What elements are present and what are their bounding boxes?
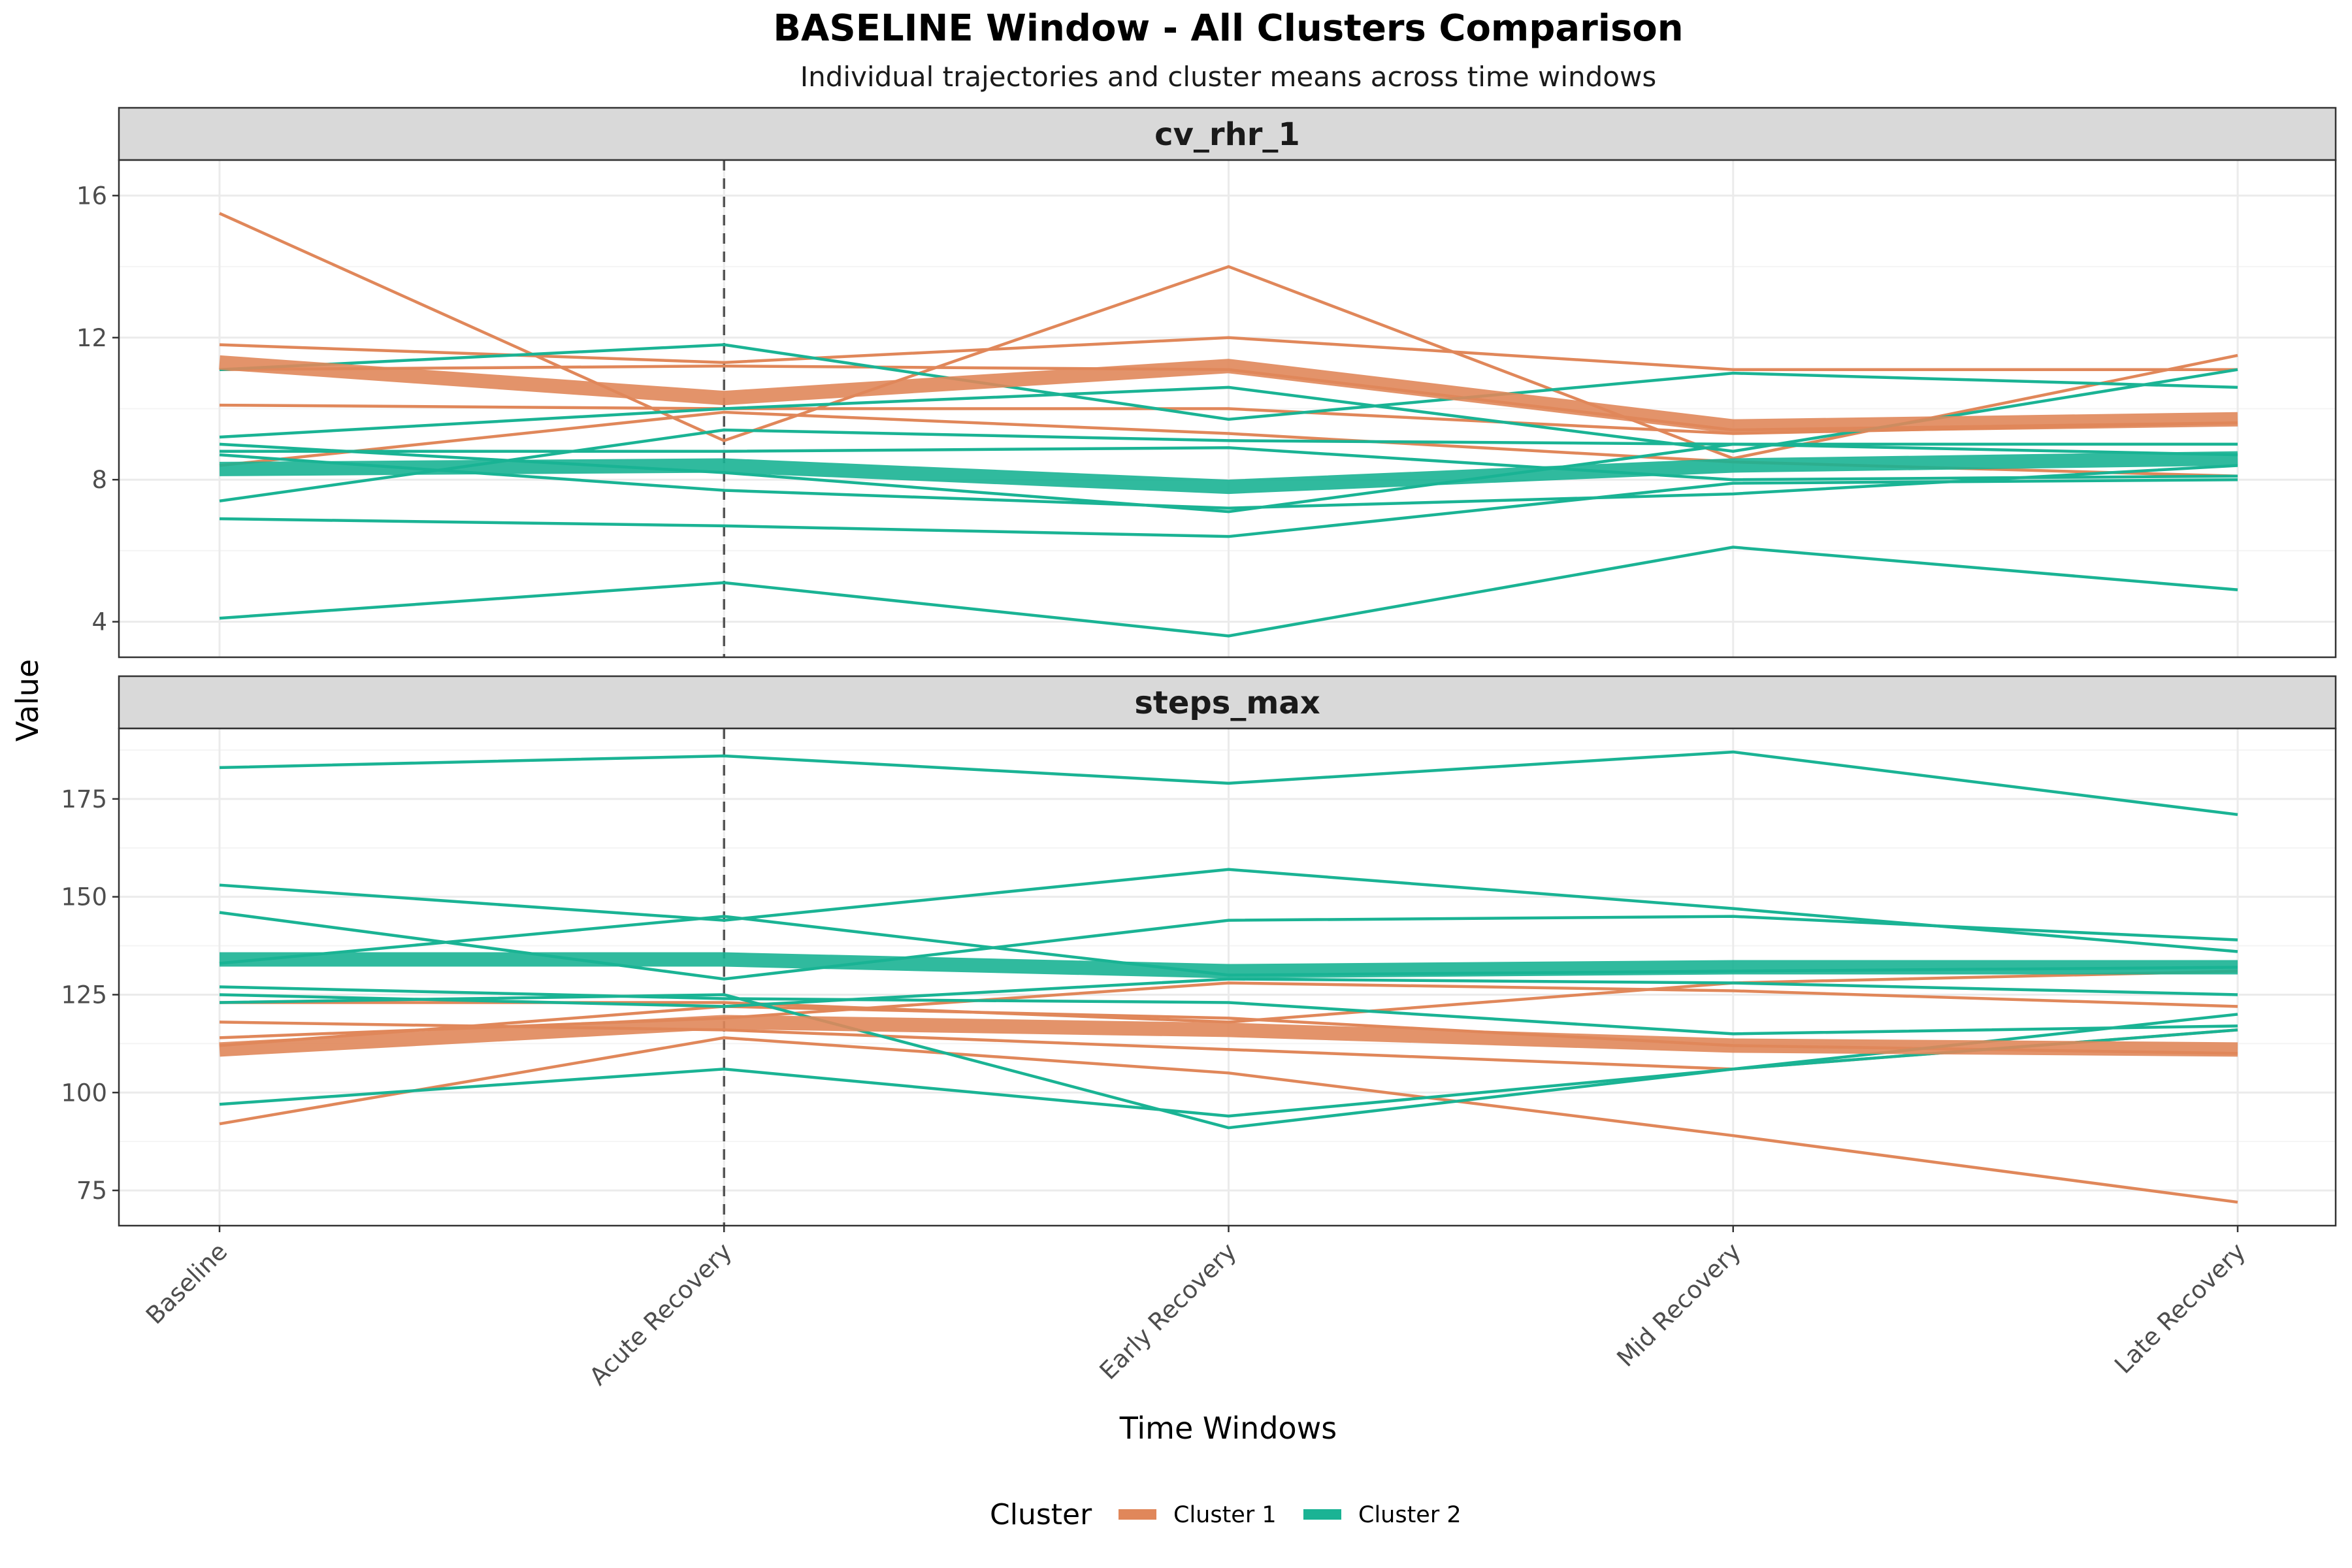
series-line-cluster-1-individual-2 [219,336,2238,371]
series-line-cluster-1-mean [219,355,2238,434]
legend: Cluster Cluster 1 Cluster 2 [990,1498,1462,1531]
series-line-cluster-2-mean [219,451,2238,495]
series-line-cluster-2-individual-9 [220,446,2238,482]
panel-cv-rhr-1: cv_rhr_1 4 8 12 16 [76,106,2337,659]
x-axis: Baseline Acute Recovery Early Recovery Mid … [140,1226,2251,1391]
panel-strip-label: cv_rhr_1 [1154,116,1300,153]
y-tick-label: 75 [76,1177,107,1205]
series-line-cluster-2-mean [220,952,2238,979]
y-tick-label: 12 [76,324,107,352]
x-tick-label: Early Recovery [1094,1237,1242,1385]
x-tick-label: Late Recovery [2109,1237,2251,1379]
series-line-cluster-2-individual-6 [219,750,2238,817]
panel-strip-label: steps_max [1134,685,1320,721]
series-line-cluster-2-individual-10 [219,428,2238,503]
y-tick-label: 100 [61,1079,107,1107]
series-line-cluster-2-individual-6 [219,343,2238,421]
y-tick-label: 8 [91,466,107,494]
series-line-cluster-2-individual-11 [219,453,2238,510]
y-tick-label: 16 [76,182,107,210]
panels-layer: cv_rhr_1 4 8 12 16 steps_max 75 100 125 150 175 [61,106,2337,1227]
x-tick-label: Baseline [140,1237,233,1330]
panel-border [118,159,2337,659]
y-tick-label: 175 [61,785,107,813]
legend-label-cluster-2: Cluster 2 [1358,1502,1462,1528]
legend-title: Cluster [990,1498,1092,1531]
series-line-cluster-2-individual-12 [219,977,2238,1008]
panel-strip [118,106,2337,161]
y-tick-label: 125 [61,981,107,1009]
panel-steps-max: steps_max 75 100 125 150 175 [61,675,2337,1227]
y-tick-label: 150 [61,883,107,911]
y-axis-title: Value [10,659,45,742]
series-line-cluster-1-individual-5 [219,1036,2238,1204]
x-tick-label: Acute Recovery [584,1237,738,1391]
series-line-cluster-2-individual-13 [219,546,2238,638]
x-tick-label: Mid Recovery [1612,1237,1746,1372]
series-line-cluster-2-individual-11 [219,993,2238,1130]
legend-label-cluster-1: Cluster 1 [1173,1502,1277,1528]
series-line-cluster-2-individual-12 [219,478,2238,538]
panel-border [118,727,2337,1227]
series-line-cluster-2-individual-10 [219,985,2238,1036]
panel-strip [118,675,2337,730]
series-line-cluster-1-mean [219,1015,2238,1057]
y-tick-label: 4 [91,608,107,636]
x-axis-title: Time Windows [1119,1411,1337,1446]
chart-subtitle: Individual trajectories and cluster mean… [800,61,1657,93]
chart-title: BASELINE Window - All Clusters Compariso… [773,7,1683,50]
